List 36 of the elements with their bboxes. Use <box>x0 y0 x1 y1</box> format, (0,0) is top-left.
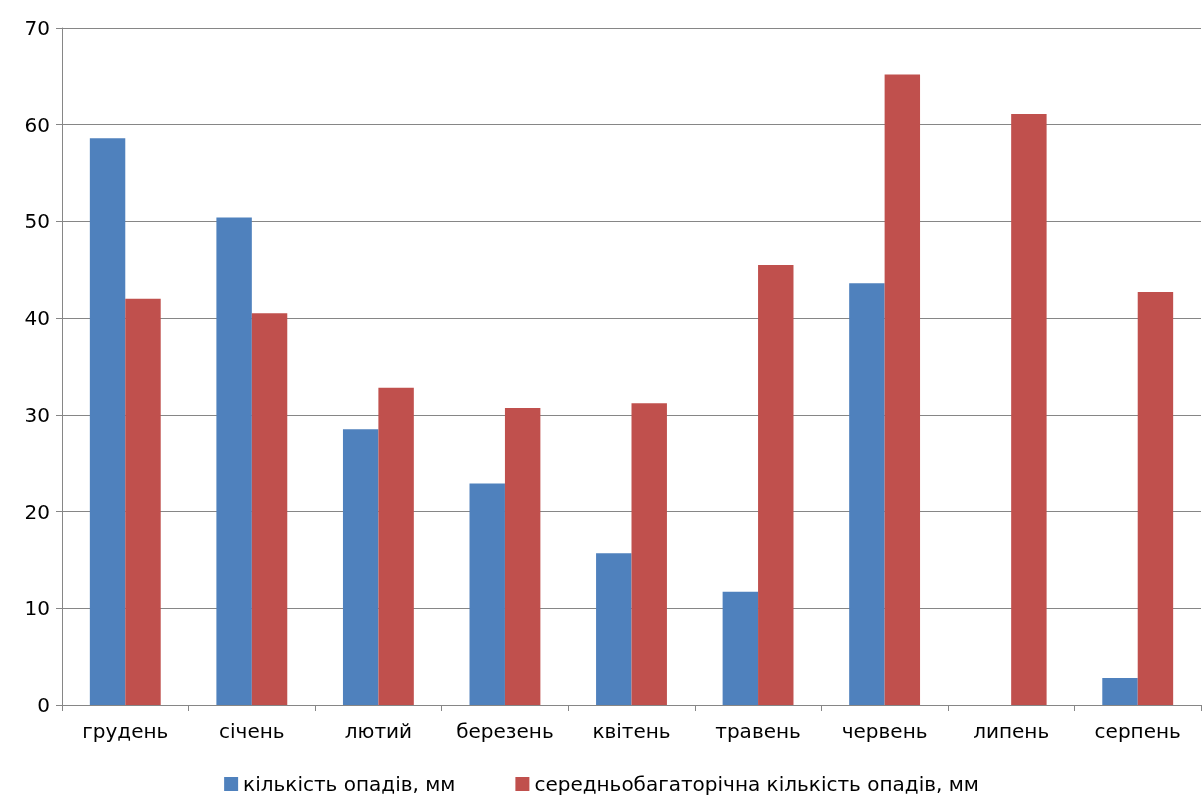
legend-label: середньобагаторічна кількість опадів, мм <box>534 772 979 796</box>
x-tick-label: липень <box>973 719 1050 743</box>
bar <box>631 403 667 705</box>
bar <box>125 298 161 705</box>
bar <box>849 283 885 705</box>
bar <box>378 387 414 705</box>
bar <box>1102 677 1138 705</box>
legend-label: кількість опадів, мм <box>243 772 456 796</box>
x-tick-label: лютий <box>344 719 413 743</box>
bar <box>722 591 759 705</box>
y-tick-label: 60 <box>24 112 50 137</box>
bar <box>251 313 288 705</box>
bar <box>1011 114 1047 705</box>
x-tick-label: червень <box>841 719 928 743</box>
x-tick-label: грудень <box>82 719 169 743</box>
x-tick-label: квітень <box>592 719 671 743</box>
y-tick-label: 10 <box>24 596 50 621</box>
y-tick-label: 20 <box>24 499 50 524</box>
y-tick-label: 40 <box>24 306 50 331</box>
bar <box>596 553 632 705</box>
bar <box>216 217 252 705</box>
bar <box>1137 292 1174 705</box>
y-tick-label: 0 <box>37 693 50 717</box>
bar <box>89 138 126 705</box>
y-tick-label: 50 <box>24 209 50 234</box>
x-tick-label: січень <box>219 719 285 743</box>
bar <box>504 408 541 705</box>
bar <box>758 264 794 705</box>
x-tick-label: серпень <box>1094 719 1181 743</box>
bar <box>884 74 921 705</box>
bar <box>469 483 505 705</box>
y-tick-label: 70 <box>24 16 50 40</box>
bar <box>342 429 379 705</box>
y-tick-label: 30 <box>24 402 50 427</box>
x-tick-label: березень <box>456 719 554 743</box>
x-tick-label: травень <box>715 719 801 743</box>
